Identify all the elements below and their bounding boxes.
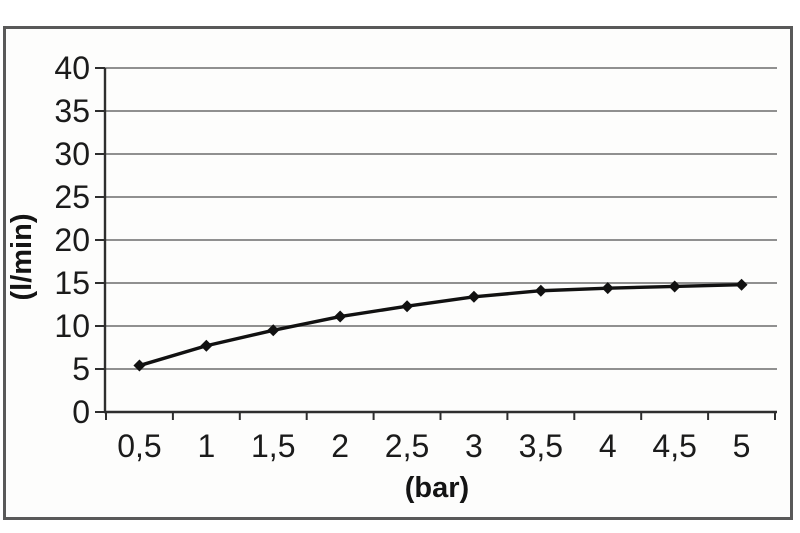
data-point-3.5 bbox=[534, 284, 547, 297]
y-tick-label-25: 25 bbox=[54, 179, 90, 215]
y-tick-label-20: 20 bbox=[54, 222, 90, 258]
x-tick-label-5: 3 bbox=[465, 428, 483, 464]
data-point-3 bbox=[467, 290, 480, 303]
y-tick-label-15: 15 bbox=[54, 265, 90, 301]
data-point-4 bbox=[601, 282, 614, 295]
data-point-4.5 bbox=[668, 280, 681, 293]
data-point-1.5 bbox=[267, 324, 280, 337]
y-tick-label-0: 0 bbox=[72, 394, 90, 430]
x-tick-label-7: 4 bbox=[599, 428, 617, 464]
x-tick-label-1: 1 bbox=[197, 428, 215, 464]
gridlines-layer bbox=[105, 67, 777, 370]
data-point-2 bbox=[334, 310, 347, 323]
data-point-1 bbox=[200, 339, 213, 352]
data-point-5 bbox=[735, 278, 748, 291]
y-tick-label-35: 35 bbox=[54, 93, 90, 129]
x-axis-title: (bar) bbox=[405, 472, 469, 504]
y-tick-label-5: 5 bbox=[72, 351, 90, 387]
series-layer bbox=[133, 278, 748, 372]
x-tick-label-2: 1,5 bbox=[251, 428, 295, 464]
series-line-flow-rate bbox=[138, 283, 742, 368]
x-tick-label-8: 4,5 bbox=[652, 428, 696, 464]
y-tick-label-30: 30 bbox=[54, 136, 90, 172]
y-axis-title: (l/min) bbox=[6, 214, 38, 301]
x-tick-label-0: 0,5 bbox=[117, 428, 161, 464]
x-tick-label-4: 2,5 bbox=[385, 428, 429, 464]
x-tick-label-3: 2 bbox=[331, 428, 349, 464]
y-tick-label-10: 10 bbox=[54, 308, 90, 344]
tick-labels-layer: 0 5 10 15 20 25 30 35 40 0,5 1 1,5 2 2,5 3 3,5 4 4,5 5 bbox=[54, 50, 750, 464]
x-tick-label-9: 5 bbox=[733, 428, 751, 464]
y-tick-label-40: 40 bbox=[54, 50, 90, 86]
chart-frame bbox=[3, 26, 793, 520]
data-point-2.5 bbox=[401, 300, 414, 313]
axes-layer bbox=[95, 67, 777, 420]
data-point-0.5 bbox=[133, 359, 146, 372]
x-tick-label-6: 3,5 bbox=[519, 428, 563, 464]
